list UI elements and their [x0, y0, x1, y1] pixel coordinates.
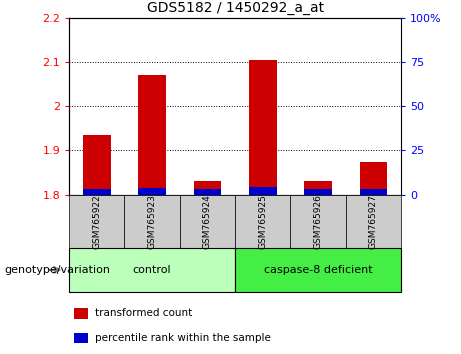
Bar	[138, 188, 166, 195]
Bar	[304, 189, 332, 195]
Text: genotype/variation: genotype/variation	[5, 265, 111, 275]
Text: caspase-8 deficient: caspase-8 deficient	[264, 265, 372, 275]
Bar	[83, 188, 111, 195]
Bar	[360, 188, 387, 195]
Title: GDS5182 / 1450292_a_at: GDS5182 / 1450292_a_at	[147, 1, 324, 15]
Text: GSM765924: GSM765924	[203, 194, 212, 249]
Bar	[249, 187, 277, 195]
Text: GSM765926: GSM765926	[313, 194, 323, 249]
Bar	[194, 189, 221, 195]
Text: control: control	[133, 265, 171, 275]
Bar	[138, 75, 166, 195]
Bar	[360, 161, 387, 195]
Text: GSM765923: GSM765923	[148, 194, 157, 249]
Bar	[194, 181, 221, 195]
Bar	[304, 181, 332, 195]
Text: GSM765927: GSM765927	[369, 194, 378, 249]
Text: transformed count: transformed count	[95, 308, 192, 318]
Text: GSM765925: GSM765925	[258, 194, 267, 249]
Text: percentile rank within the sample: percentile rank within the sample	[95, 333, 271, 343]
Bar	[249, 60, 277, 195]
Text: GSM765922: GSM765922	[92, 194, 101, 249]
Bar	[83, 135, 111, 195]
